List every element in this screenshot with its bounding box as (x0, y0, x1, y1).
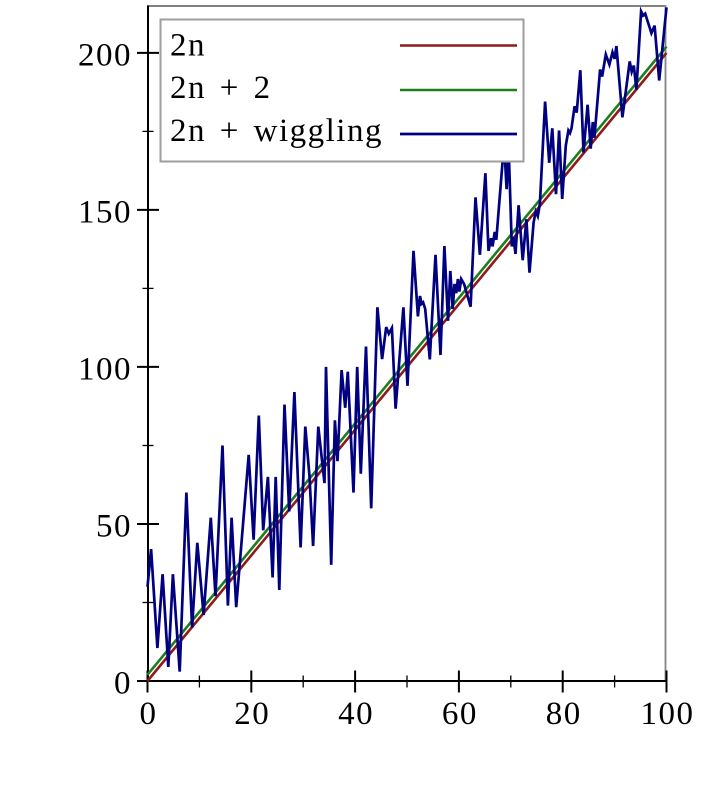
svg-text:20: 20 (234, 696, 270, 732)
svg-text:50: 50 (96, 509, 132, 545)
svg-text:0: 0 (140, 696, 158, 732)
svg-text:2n + 2: 2n + 2 (170, 70, 272, 106)
svg-text:2n + wiggling: 2n + wiggling (170, 113, 383, 149)
svg-text:100: 100 (78, 351, 132, 387)
svg-text:0: 0 (114, 666, 132, 702)
svg-text:200: 200 (78, 37, 132, 73)
svg-text:60: 60 (442, 696, 478, 732)
svg-text:150: 150 (78, 194, 132, 230)
svg-text:100: 100 (641, 696, 695, 732)
svg-text:80: 80 (546, 696, 582, 732)
svg-text:40: 40 (338, 696, 374, 732)
svg-text:2n: 2n (170, 28, 206, 64)
